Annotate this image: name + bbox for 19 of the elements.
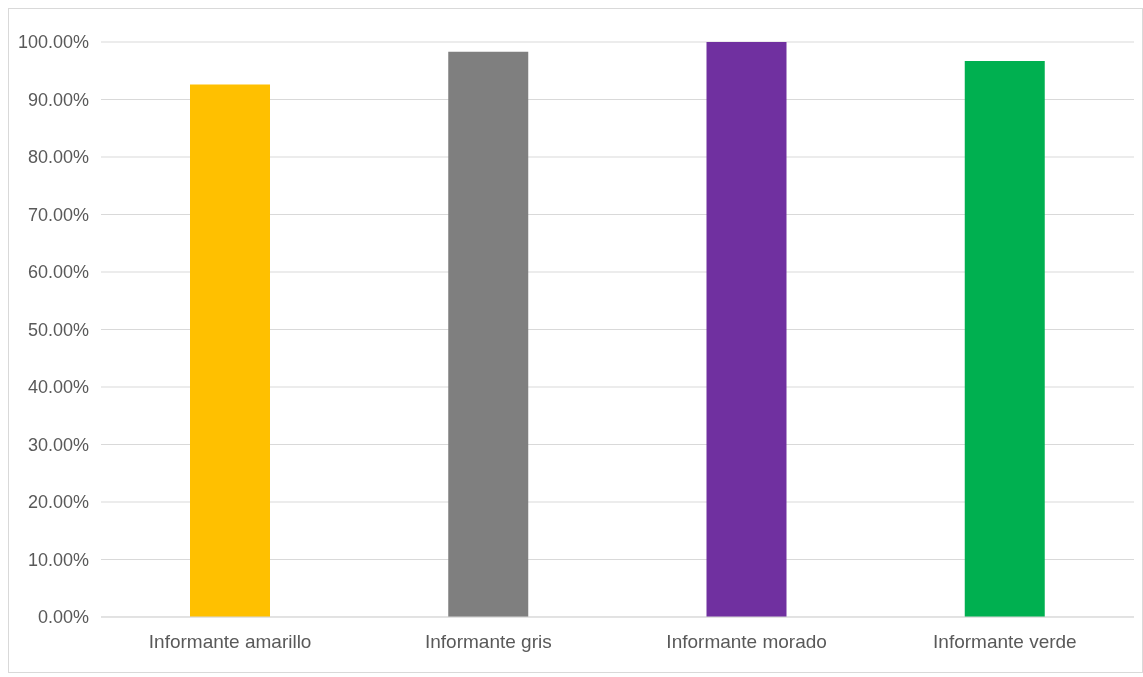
x-tick-label: Informante verde [933,631,1077,653]
y-tick-label: 70.00% [27,204,89,225]
bar [706,42,787,617]
y-tick-label: 40.00% [27,377,89,398]
y-tick-label: 80.00% [27,147,89,168]
y-tick-label: 10.00% [27,549,89,570]
y-tick-label: 50.00% [27,319,89,340]
y-tick-label: 30.00% [27,434,89,455]
bar [190,84,270,617]
y-tick-label: 90.00% [27,89,89,110]
x-tick-label: Informante morado [666,631,827,653]
y-tick-label: 0.00% [37,607,89,628]
bar [964,60,1045,617]
bar [448,51,529,617]
x-tick-label: Informante gris [425,631,552,653]
y-tick-label: 20.00% [27,492,89,513]
y-tick-label: 100.00% [17,32,89,53]
y-tick-label: 60.00% [27,262,89,283]
x-tick-label: Informante amarillo [148,631,312,653]
